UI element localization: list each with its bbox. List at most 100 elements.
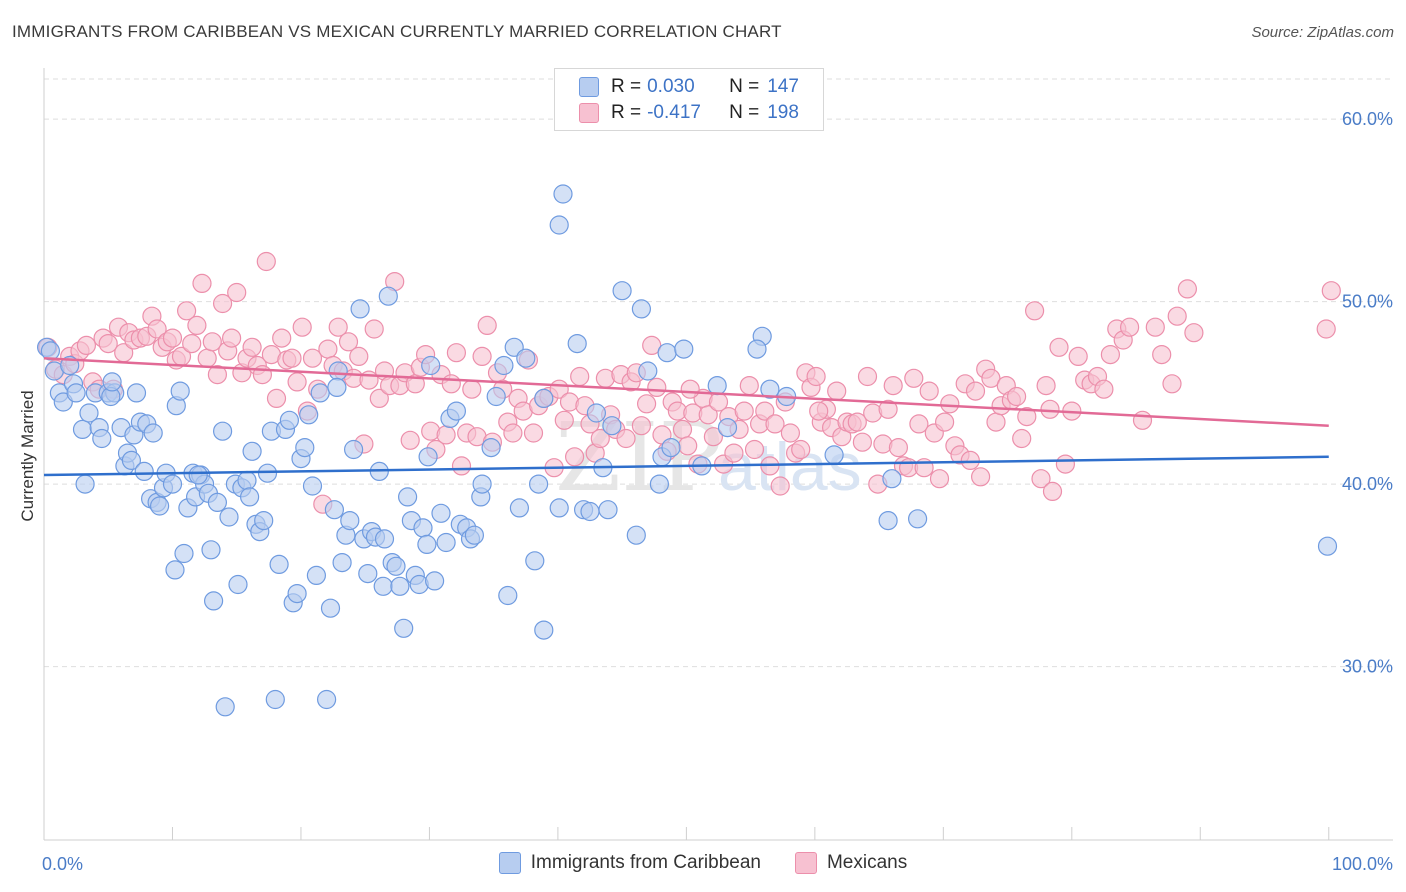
point-caribbean (878, 510, 898, 531)
point-mexicans (1049, 337, 1069, 357)
point-caribbean (72, 419, 93, 439)
point-caribbean (553, 184, 573, 204)
point-caribbean (824, 445, 844, 465)
point-caribbean (398, 487, 418, 507)
point-caribbean (528, 474, 549, 494)
point-mexicans (770, 476, 790, 496)
point-caribbean (204, 591, 224, 611)
point-mexicans (827, 381, 847, 401)
point-caribbean (481, 438, 501, 458)
point-mexicans (564, 447, 585, 467)
point-mexicans (672, 419, 693, 439)
y-tick-label: 50.0% (1342, 292, 1393, 312)
point-caribbean (534, 388, 554, 408)
point-caribbean (717, 418, 738, 438)
point-caribbean (295, 438, 315, 458)
point-mexicans (147, 319, 167, 339)
point-mexicans (970, 467, 991, 487)
point-mexicans (292, 317, 312, 337)
point-caribbean (494, 355, 514, 376)
point-caribbean (324, 500, 344, 520)
point-caribbean (162, 474, 183, 494)
x-tick-label: 100.0% (1332, 854, 1393, 874)
r-key: R = (611, 102, 642, 123)
point-mexicans (287, 372, 307, 392)
point-caribbean (373, 576, 393, 596)
point-mexicans (806, 366, 826, 387)
point-caribbean (882, 469, 902, 489)
point-mexicans (857, 366, 878, 387)
point-mexicans (631, 416, 652, 436)
point-caribbean (134, 461, 154, 481)
point-mexicans (1036, 376, 1056, 396)
point-mexicans (1024, 301, 1045, 321)
legend-swatch-caribbean (579, 77, 599, 97)
point-caribbean (413, 518, 433, 538)
point-caribbean (386, 556, 406, 576)
point-mexicans (1321, 281, 1341, 301)
legend-item-caribbean[interactable]: Immigrants from Caribbean (498, 852, 761, 874)
point-caribbean (332, 552, 352, 573)
point-mexicans (1184, 323, 1204, 343)
point-caribbean (75, 474, 95, 494)
stats-legend-row-mexicans: R = -0.417 N = 198 (579, 101, 799, 125)
point-caribbean (287, 583, 307, 604)
point-mexicans (1167, 306, 1187, 326)
point-mexicans (739, 376, 759, 396)
legend-swatch-mexicans (579, 103, 599, 123)
point-mexicans (318, 339, 338, 359)
point-caribbean (213, 421, 233, 441)
n-key: N = (729, 76, 760, 97)
point-mexicans (227, 282, 247, 303)
point-mexicans (1042, 481, 1063, 501)
point-caribbean (188, 465, 208, 485)
trend-lines (43, 356, 1329, 477)
point-caribbean (534, 620, 554, 640)
stats-legend-row-caribbean: R = 0.030 N = 147 (579, 75, 799, 99)
point-mexicans (222, 328, 242, 348)
point-mexicans (1012, 428, 1032, 449)
point-caribbean (302, 476, 323, 496)
point-caribbean (498, 585, 518, 606)
n-value: 147 (767, 76, 799, 97)
point-mexicans (328, 317, 348, 337)
n-value: 198 (767, 102, 799, 123)
point-caribbean (394, 618, 414, 638)
point-caribbean (760, 379, 780, 399)
point-caribbean (242, 441, 262, 461)
point-mexicans (503, 423, 523, 443)
point-mexicans (477, 315, 497, 335)
point-mexicans (929, 469, 950, 489)
point-caribbean (358, 563, 378, 584)
trend-line-caribbean (43, 455, 1329, 477)
point-caribbean (464, 525, 484, 545)
point-mexicans (883, 376, 903, 396)
point-caribbean (602, 416, 622, 436)
point-mexicans (755, 401, 775, 421)
legend-label-caribbean: Immigrants from Caribbean (530, 852, 761, 873)
point-caribbean (121, 450, 141, 470)
point-caribbean (344, 439, 364, 460)
point-mexicans (369, 388, 389, 408)
tick-labels: 30.0% 40.0% 50.0% 60.0% 0.0% 100.0% (42, 109, 1393, 874)
point-mexicans (207, 365, 227, 385)
point-mexicans (436, 425, 456, 445)
point-caribbean (425, 571, 445, 591)
legend-item-mexicans[interactable]: Mexicans (794, 852, 907, 874)
point-caribbean (1317, 536, 1338, 556)
legend-swatch-mexicans (794, 852, 817, 874)
point-mexicans (570, 366, 590, 387)
point-caribbean (92, 428, 112, 449)
point-caribbean (472, 474, 492, 494)
chart-title: IMMIGRANTS FROM CARIBBEAN VS MEXICAN CUR… (12, 22, 782, 41)
point-mexicans (338, 332, 359, 352)
point-mexicans (698, 405, 718, 425)
point-caribbean (436, 532, 456, 553)
point-caribbean (431, 503, 451, 523)
point-mexicans (266, 388, 287, 408)
point-caribbean (310, 383, 330, 403)
point-mexicans (780, 423, 801, 443)
y-tick-label: 60.0% (1342, 109, 1393, 129)
point-mexicans (462, 379, 482, 399)
